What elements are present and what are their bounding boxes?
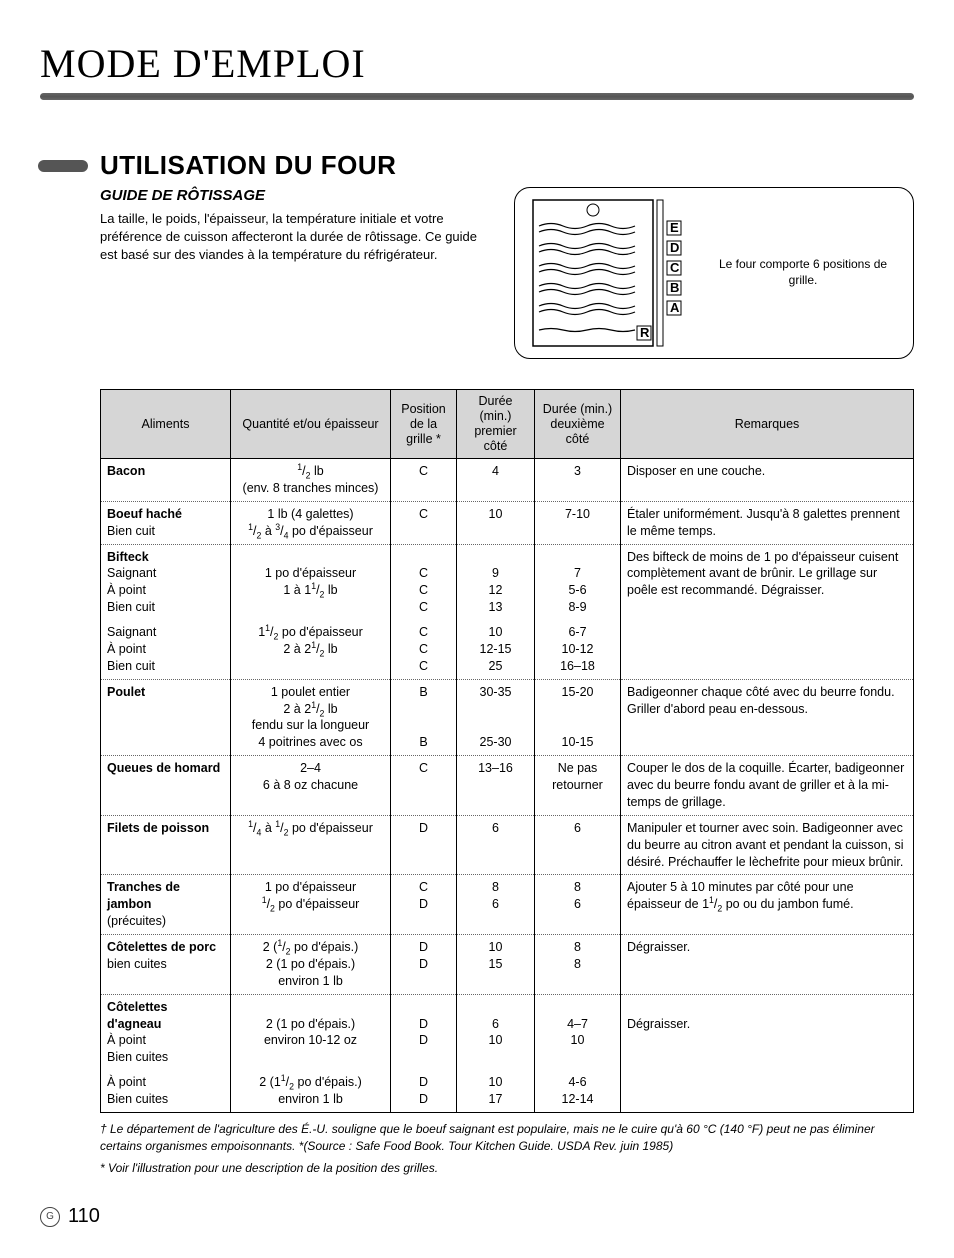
diagram-caption: Le four comporte 6 positions de grille. xyxy=(707,257,899,288)
th-qty: Quantité et/ou épaisseur xyxy=(231,390,391,459)
intro-text: La taille, le poids, l'épaisseur, la tem… xyxy=(100,210,494,265)
th-food: Aliments xyxy=(101,390,231,459)
svg-text:A: A xyxy=(670,300,680,315)
th-notes: Remarques xyxy=(621,390,914,459)
table-row: Tranches dejambon(précuites) 1 po d'épai… xyxy=(101,875,914,935)
page-title: MODE D'EMPLOI xyxy=(40,40,914,87)
section-heading: UTILISATION DU FOUR xyxy=(100,150,914,181)
table-row: Bifteck Saignant À point Bien cuit 1 po … xyxy=(101,544,914,620)
th-rack: Position de la grille * xyxy=(391,390,457,459)
th-t1: Durée (min.) premier côté xyxy=(457,390,535,459)
table-row: Côtelettes d'agneauÀ pointBien cuites 2 … xyxy=(101,994,914,1070)
title-divider xyxy=(40,93,914,100)
table-row: Filets de poisson 1/4 à 1/2 po d'épaisse… xyxy=(101,815,914,875)
table-row: Poulet 1 poulet entier2 à 21/2 lbfendu s… xyxy=(101,679,914,756)
page-number: 110 xyxy=(68,1205,100,1228)
table-row: Bacon 1/2 lb(env. 8 tranches minces) C 4… xyxy=(101,459,914,502)
footnote-2: * Voir l'illustration pour une descripti… xyxy=(100,1160,914,1177)
th-t2: Durée (min.) deuxième côté xyxy=(535,390,621,459)
oven-diagram: E D C B A R Le four comporte 6 positions… xyxy=(514,187,914,359)
lg-logo-icon: G xyxy=(40,1207,60,1227)
table-row: Queues de homard 2–46 à 8 oz chacune C 1… xyxy=(101,756,914,816)
footnote-1: † Le département de l'agriculture des É.… xyxy=(100,1121,914,1155)
table-row: Boeuf hachéBien cuit 1 lb (4 galettes)1/… xyxy=(101,501,914,544)
footnotes: † Le département de l'agriculture des É.… xyxy=(100,1121,914,1177)
svg-text:R: R xyxy=(640,325,650,340)
oven-icon: E D C B A R xyxy=(529,198,689,348)
table-row: À pointBien cuites 2 (11/2 po d'épais.)e… xyxy=(101,1070,914,1112)
svg-text:B: B xyxy=(670,280,679,295)
svg-text:C: C xyxy=(670,260,680,275)
subheading: GUIDE DE RÔTISSAGE xyxy=(100,187,494,204)
broiling-table: Aliments Quantité et/ou épaisseur Positi… xyxy=(100,389,914,1113)
svg-text:D: D xyxy=(670,240,679,255)
table-row: Côtelettes de porcbien cuites 2 (1/2 po … xyxy=(101,935,914,995)
table-header-row: Aliments Quantité et/ou épaisseur Positi… xyxy=(101,390,914,459)
table-row: SaignantÀ pointBien cuit 11/2 po d'épais… xyxy=(101,620,914,679)
svg-text:E: E xyxy=(670,220,679,235)
section-bullet xyxy=(38,160,88,172)
